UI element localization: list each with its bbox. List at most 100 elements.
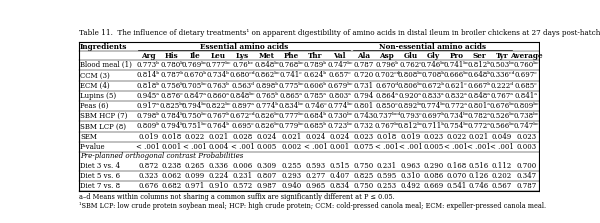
Text: SEM: SEM [80,133,97,141]
Text: 0.682: 0.682 [161,182,182,190]
Text: 0.767ᵇᶜ: 0.767ᵇᶜ [374,122,400,130]
Text: 0.822ᵇᶜ: 0.822ᵇᶜ [205,102,231,110]
Text: 0.224: 0.224 [208,172,229,180]
Text: Asp: Asp [380,52,394,60]
Text: 0.685ᶜ: 0.685ᶜ [515,82,538,90]
Text: 0.702ᶜᵈ: 0.702ᶜᵈ [374,71,400,79]
Text: 0.062: 0.062 [161,172,182,180]
Text: 0.765ᵇ: 0.765ᵇ [256,92,278,100]
Text: 0.606ᵇ: 0.606ᵇ [304,82,327,90]
Text: 0.774ᵇ: 0.774ᵇ [256,102,278,110]
Text: Arg: Arg [141,52,155,60]
Text: < .001: < .001 [230,143,254,151]
Text: 0.567: 0.567 [492,182,512,190]
Text: < .001: < .001 [398,143,422,151]
Text: 0.720: 0.720 [353,71,373,79]
Text: 0.798ᵇ: 0.798ᵇ [137,112,160,120]
Text: 0.572: 0.572 [232,182,253,190]
Text: 0.407: 0.407 [329,172,350,180]
Text: 0.750: 0.750 [353,182,373,190]
Text: 0.679ᵇᶜ: 0.679ᵇᶜ [327,82,353,90]
Text: 0.794ᵇᶜ: 0.794ᵇᶜ [182,102,208,110]
Text: 0.697ᵇ: 0.697ᵇ [422,112,445,120]
Text: 0.785ᵃ: 0.785ᵃ [304,92,327,100]
Text: 0.070: 0.070 [446,172,466,180]
Text: 0.700: 0.700 [516,162,536,170]
Text: 0.024: 0.024 [305,133,326,141]
Text: 0.897ᵃ: 0.897ᵃ [231,102,254,110]
Text: 0.492: 0.492 [400,182,421,190]
Text: 0.086: 0.086 [423,172,443,180]
Text: 0.022: 0.022 [185,133,205,141]
Text: 0.763ᵇ: 0.763ᵇ [207,82,230,90]
Text: 0.794ᵇ: 0.794ᵇ [160,122,184,130]
Text: 0.762ᶜ: 0.762ᶜ [399,61,422,69]
Text: 0.503ᵇᶜ: 0.503ᵇᶜ [489,61,515,69]
Text: 0.255: 0.255 [281,162,301,170]
Text: 0.028: 0.028 [232,133,253,141]
Text: 0.347: 0.347 [516,172,536,180]
Text: 0.005: 0.005 [257,143,277,151]
Text: 0.826ᵇᶜ: 0.826ᵇᶜ [254,112,280,120]
Text: 0.807: 0.807 [257,172,277,180]
Text: 0.731: 0.731 [353,82,373,90]
Text: 0.049: 0.049 [492,133,512,141]
Text: 0.782ᵃ: 0.782ᵃ [467,112,491,120]
Text: 0.006: 0.006 [232,162,253,170]
Text: 0.803ᵃ: 0.803ᵃ [328,92,351,100]
Text: 0.826ᵇᶜ: 0.826ᵇᶜ [254,122,280,130]
Text: 0.825ᵇᶜ: 0.825ᵇᶜ [159,102,185,110]
Text: 0.018: 0.018 [377,133,397,141]
Text: Lys: Lys [236,52,249,60]
Text: Diet 5 vs. 6: Diet 5 vs. 6 [80,172,120,180]
Text: 0.769ᵇᶜ: 0.769ᵇᶜ [182,61,208,69]
Text: 0.023: 0.023 [353,133,373,141]
Text: < .001: < .001 [444,143,468,151]
Text: 0.738ᵇᶜ: 0.738ᵇᶜ [514,112,539,120]
Text: 0.876ᶜ: 0.876ᶜ [160,92,183,100]
Text: < .001: < .001 [136,143,160,151]
Text: 0.987: 0.987 [257,182,277,190]
Text: 0.746ᶜ: 0.746ᶜ [304,102,327,110]
Text: 0.793ᶜ: 0.793ᶜ [399,112,422,120]
Text: 0.684ᵇ: 0.684ᵇ [304,112,327,120]
Text: 0.624ᵇ: 0.624ᵇ [304,71,327,79]
Text: 0.168: 0.168 [446,162,466,170]
Text: 0.789ᵇ: 0.789ᵇ [304,61,327,69]
Text: 0.112: 0.112 [492,162,512,170]
Text: 0.767ᵃ: 0.767ᵃ [490,92,514,100]
Text: 0.825: 0.825 [353,172,373,180]
Text: SBM LCP (8): SBM LCP (8) [80,122,126,130]
Text: 0.672ᵇ: 0.672ᵇ [422,82,445,90]
Text: CCM (3): CCM (3) [80,71,110,79]
Text: 0.022: 0.022 [446,133,466,141]
Text: 0.019: 0.019 [400,133,421,141]
Text: 0.747ᵇᶜ: 0.747ᵇᶜ [514,122,539,130]
Text: 0.963: 0.963 [400,162,421,170]
Text: 0.593: 0.593 [305,162,326,170]
Text: 0.075: 0.075 [353,143,373,151]
Text: 0.711ᵇ: 0.711ᵇ [422,122,445,130]
Text: 0.563ᵈ: 0.563ᵈ [231,82,254,90]
Text: 0.812ᵇᶜ: 0.812ᵇᶜ [398,122,423,130]
Text: 0.004: 0.004 [208,143,229,151]
Text: 0.892ᵇᶜ: 0.892ᵇᶜ [398,102,423,110]
Text: 0.764ᵇ: 0.764ᵇ [207,122,230,130]
Text: 0.779ᵇᶜ: 0.779ᵇᶜ [278,122,304,130]
Text: 0.775ᵇᶜ: 0.775ᵇᶜ [278,82,304,90]
Text: 0.018: 0.018 [161,133,182,141]
Text: 0.774ᵇᶜ: 0.774ᵇᶜ [421,102,446,110]
Text: 0.741ᶜ: 0.741ᶜ [280,71,302,79]
Text: 0.971: 0.971 [185,182,205,190]
Text: 0.808ᵇᶜ: 0.808ᵇᶜ [398,71,423,79]
Text: 0.772ᵃ: 0.772ᵃ [467,122,491,130]
Text: 0.621ᶜ: 0.621ᶜ [445,82,467,90]
Text: 0.750: 0.750 [353,162,373,170]
Text: 0.685ᵇ: 0.685ᵇ [304,122,327,130]
Text: 0.541: 0.541 [446,182,466,190]
Text: 0.002: 0.002 [281,143,301,151]
Text: 0.672ᶜᵈ: 0.672ᶜᵈ [230,112,256,120]
Text: 0.566ᵇᶜ: 0.566ᵇᶜ [489,122,515,130]
Text: 0.001: 0.001 [161,143,182,151]
Text: 0.945ᵃ: 0.945ᵃ [137,92,160,100]
